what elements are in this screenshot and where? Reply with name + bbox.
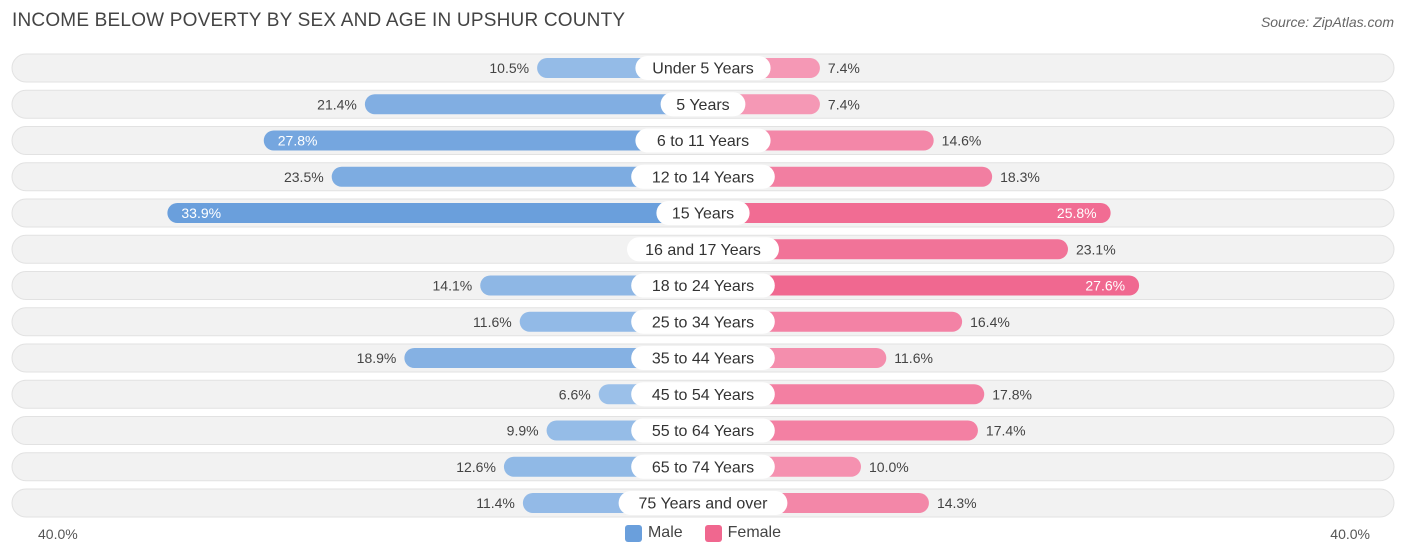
female-value-label: 7.4% — [828, 96, 860, 112]
male-value-label: 11.4% — [476, 495, 515, 511]
male-value-label: 27.8% — [278, 133, 318, 149]
male-bar — [167, 203, 703, 223]
female-value-label: 7.4% — [828, 60, 860, 76]
chart-title: INCOME BELOW POVERTY BY SEX AND AGE IN U… — [12, 10, 626, 31]
female-value-label: 16.4% — [970, 314, 1010, 330]
legend: Male Female — [0, 524, 1406, 542]
male-value-label: 10.5% — [489, 60, 529, 76]
category-pill — [631, 309, 775, 334]
legend-label-male: Male — [647, 524, 683, 541]
male-value-label: 14.1% — [433, 278, 473, 294]
male-value-label: 21.4% — [317, 96, 357, 112]
male-value-label: 23.5% — [284, 169, 324, 185]
male-bar — [263, 130, 703, 151]
female-value-label: 25.8% — [1057, 205, 1097, 221]
female-value-label: 23.1% — [1076, 241, 1116, 257]
category-label: 6 to 11 Years — [657, 133, 749, 150]
category-pill — [631, 346, 775, 370]
female-value-label: 14.3% — [937, 495, 977, 511]
female-value-label: 10.0% — [869, 459, 909, 475]
legend-item-male: Male — [624, 524, 683, 542]
category-pill — [631, 273, 775, 298]
female-value-label: 17.8% — [992, 386, 1032, 402]
male-bar — [364, 94, 703, 115]
category-pill — [627, 237, 779, 262]
category-label: 75 Years and over — [639, 496, 769, 513]
female-bar — [703, 166, 993, 187]
male-value-label: 18.9% — [357, 350, 397, 366]
category-pill — [631, 164, 775, 189]
category-pill — [635, 128, 771, 153]
category-pill — [631, 382, 775, 407]
category-label: 35 to 44 Years — [652, 351, 754, 368]
category-label: 12 to 14 Years — [652, 169, 754, 186]
legend-item-female: Female — [704, 524, 782, 542]
male-bar — [404, 348, 703, 368]
legend-swatch-female — [704, 524, 722, 542]
category-pill — [660, 92, 746, 117]
female-value-label: 11.6% — [894, 350, 933, 366]
category-pill — [656, 201, 750, 225]
category-pill — [635, 56, 771, 80]
male-value-label: 9.9% — [507, 423, 539, 439]
category-pill — [618, 491, 788, 515]
male-value-label: 33.9% — [181, 205, 221, 221]
category-label: 55 to 64 Years — [652, 423, 754, 440]
axis-left-label: 40.0% — [38, 526, 78, 542]
category-label: 18 to 24 Years — [652, 278, 754, 295]
category-label: 15 Years — [672, 206, 734, 223]
female-value-label: 17.4% — [986, 423, 1026, 439]
female-bar — [703, 239, 1068, 260]
legend-swatch-male — [624, 524, 642, 542]
category-label: 5 Years — [676, 97, 729, 114]
female-bar — [703, 203, 1111, 223]
legend-label-female: Female — [727, 524, 782, 541]
category-label: Under 5 Years — [652, 61, 753, 78]
male-value-label: 6.6% — [559, 386, 591, 402]
category-pill — [631, 418, 775, 443]
male-value-label: 11.6% — [473, 314, 512, 330]
female-value-label: 27.6% — [1085, 278, 1125, 294]
category-label: 65 to 74 Years — [652, 459, 754, 476]
category-label: 45 to 54 Years — [652, 387, 754, 404]
female-value-label: 14.6% — [942, 133, 982, 149]
category-label: 16 and 17 Years — [645, 242, 761, 259]
category-label: 25 to 34 Years — [652, 314, 754, 331]
axis-right-label: 40.0% — [1330, 526, 1370, 542]
source-label: Source: ZipAtlas.com — [1260, 14, 1394, 30]
category-pill — [631, 454, 775, 479]
female-value-label: 18.3% — [1000, 169, 1040, 185]
male-bar — [331, 166, 703, 187]
female-bar — [703, 275, 1140, 296]
male-value-label: 12.6% — [456, 459, 496, 475]
